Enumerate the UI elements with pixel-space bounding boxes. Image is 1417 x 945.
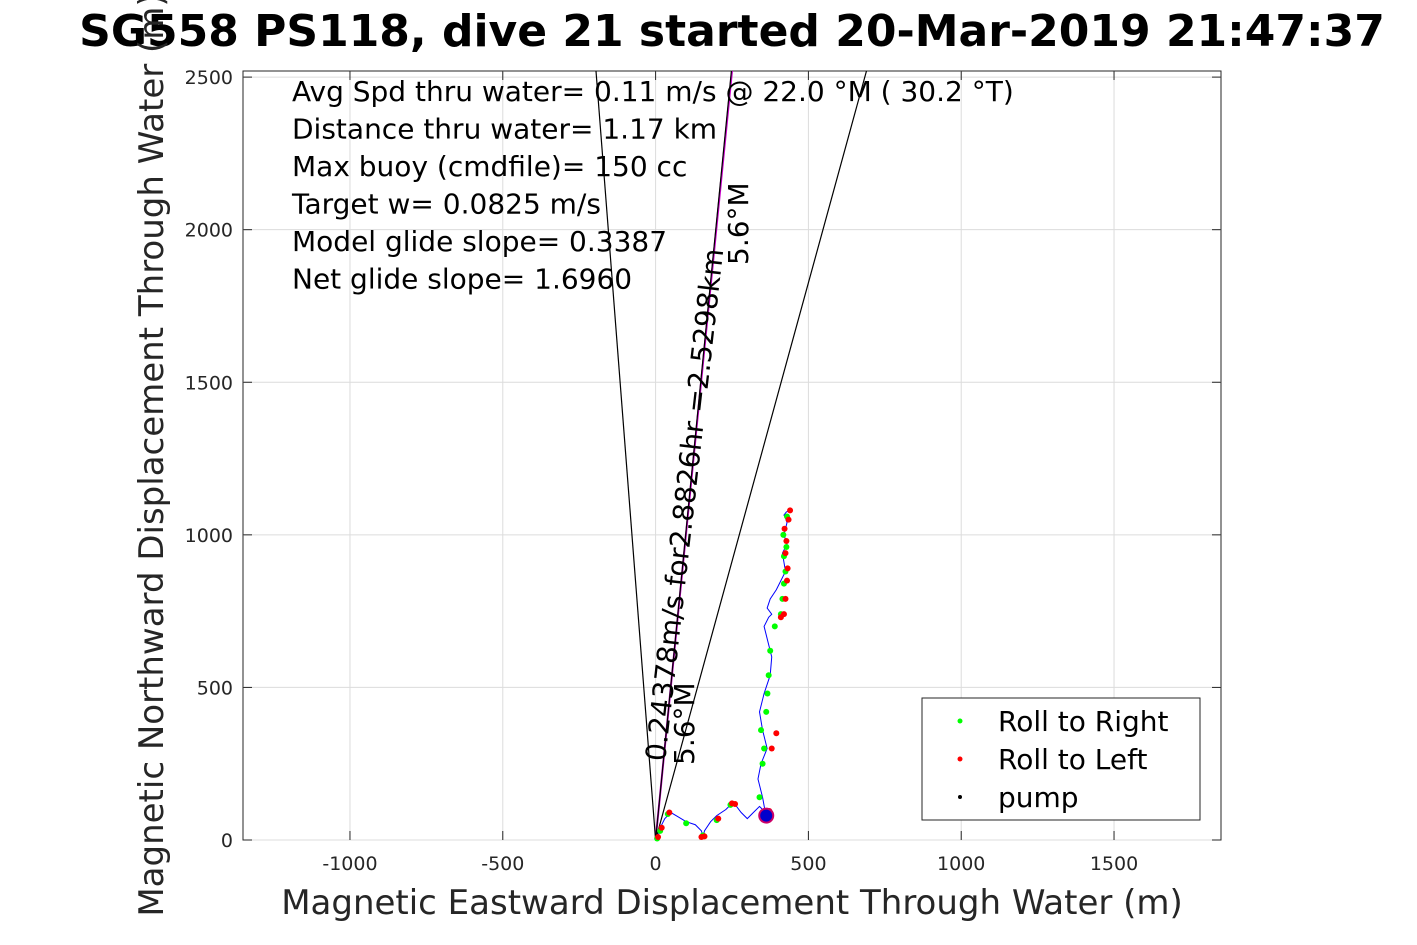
- roll-to-left-point: [666, 809, 673, 816]
- annotations: Avg Spd thru water= 0.11 m/s @ 22.0 °M (…: [291, 75, 1014, 296]
- x-ticks: -1000 -500 0 500 1000 1500: [322, 71, 1138, 875]
- cone-left-line: [595, 70, 657, 841]
- roll-to-right-point: [771, 623, 778, 630]
- roll-to-right-point: [758, 727, 765, 734]
- roll-to-right-point: [683, 820, 690, 827]
- legend-label-pump: pump: [998, 781, 1079, 814]
- legend-box: [921, 697, 1201, 821]
- legend-marker-pump: [958, 795, 962, 799]
- roll-to-left-point: [701, 833, 708, 840]
- roll-to-left-point: [784, 565, 791, 572]
- annotation-line: Max buoy (cmdfile)= 150 cc: [292, 150, 687, 183]
- roll-to-right-point: [783, 544, 790, 551]
- reference-lines: [595, 70, 868, 841]
- roll-to-left-point: [785, 516, 792, 523]
- heading-inner-line: [654, 70, 732, 841]
- roll-to-right-point: [780, 531, 787, 538]
- y-tick-label: 1000: [185, 525, 233, 547]
- annotation-line: Avg Spd thru water= 0.11 m/s @ 22.0 °M (…: [292, 75, 1014, 108]
- roll-to-left-point: [781, 525, 788, 532]
- y-tick-label: 1500: [185, 372, 233, 394]
- annotation-line: Target w= 0.0825 m/s: [291, 188, 601, 221]
- y-tick-label: 2500: [185, 67, 233, 89]
- roll-to-left-point: [784, 577, 791, 584]
- annotation-line: Model glide slope= 0.3387: [292, 225, 667, 258]
- x-axis-label: Magnetic Eastward Displacement Through W…: [281, 883, 1183, 923]
- x-tick-label: -1000: [322, 853, 377, 875]
- roll-to-left-point: [780, 611, 787, 618]
- legend-marker-roll-left: [957, 756, 963, 762]
- roll-to-right-point: [756, 794, 763, 801]
- roll-to-left-point: [715, 815, 722, 822]
- x-tick-label: 0: [650, 853, 662, 875]
- x-tick-label: 500: [790, 853, 826, 875]
- y-axis-label: Magnetic Northward Displacement Through …: [132, 0, 172, 917]
- roll-to-left-point: [655, 833, 662, 840]
- roll-points: [654, 507, 794, 842]
- roll-to-right-point: [761, 745, 768, 752]
- roll-to-right-point: [759, 760, 766, 767]
- y-ticks: 0 500 1000 1500 2000 2500: [185, 67, 1221, 852]
- spread-label-lower: 5.6°M: [668, 682, 701, 765]
- spread-label-upper: 5.6°M: [722, 182, 755, 265]
- x-tick-label: 1000: [937, 853, 985, 875]
- cone-right-line: [655, 70, 868, 841]
- roll-to-right-point: [767, 647, 774, 654]
- roll-to-left-point: [782, 550, 789, 557]
- roll-to-left-point: [658, 824, 665, 831]
- pump-marker: [758, 807, 775, 824]
- legend-label-roll-left: Roll to Left: [998, 743, 1147, 776]
- y-tick-label: 500: [197, 677, 233, 699]
- x-tick-label: 1500: [1090, 853, 1138, 875]
- roll-to-right-point: [765, 672, 772, 679]
- roll-to-left-point: [768, 745, 775, 752]
- roll-to-left-point: [783, 537, 790, 544]
- roll-to-left-point: [773, 730, 780, 737]
- legend-marker-roll-right: [957, 718, 963, 724]
- roll-to-left-point: [787, 507, 794, 514]
- x-tick-label: -500: [481, 853, 524, 875]
- chart-title: SG558 PS118, dive 21 started 20-Mar-2019…: [79, 6, 1385, 57]
- y-tick-label: 2000: [185, 220, 233, 242]
- roll-to-right-point: [763, 708, 770, 715]
- plot-area: -1000 -500 0 500 1000 1500 0 500 1000 1500 2000 25…: [185, 67, 1222, 875]
- roll-to-left-point: [782, 595, 789, 602]
- legend: Roll to Right Roll to Left pump: [921, 697, 1201, 821]
- legend-label-roll-right: Roll to Right: [998, 705, 1169, 738]
- y-tick-label: 0: [221, 830, 233, 852]
- annotation-line: Distance thru water= 1.17 km: [292, 113, 717, 146]
- roll-to-right-point: [764, 690, 771, 697]
- annotation-line: Net glide slope= 1.6960: [292, 263, 632, 296]
- roll-to-left-point: [732, 800, 739, 807]
